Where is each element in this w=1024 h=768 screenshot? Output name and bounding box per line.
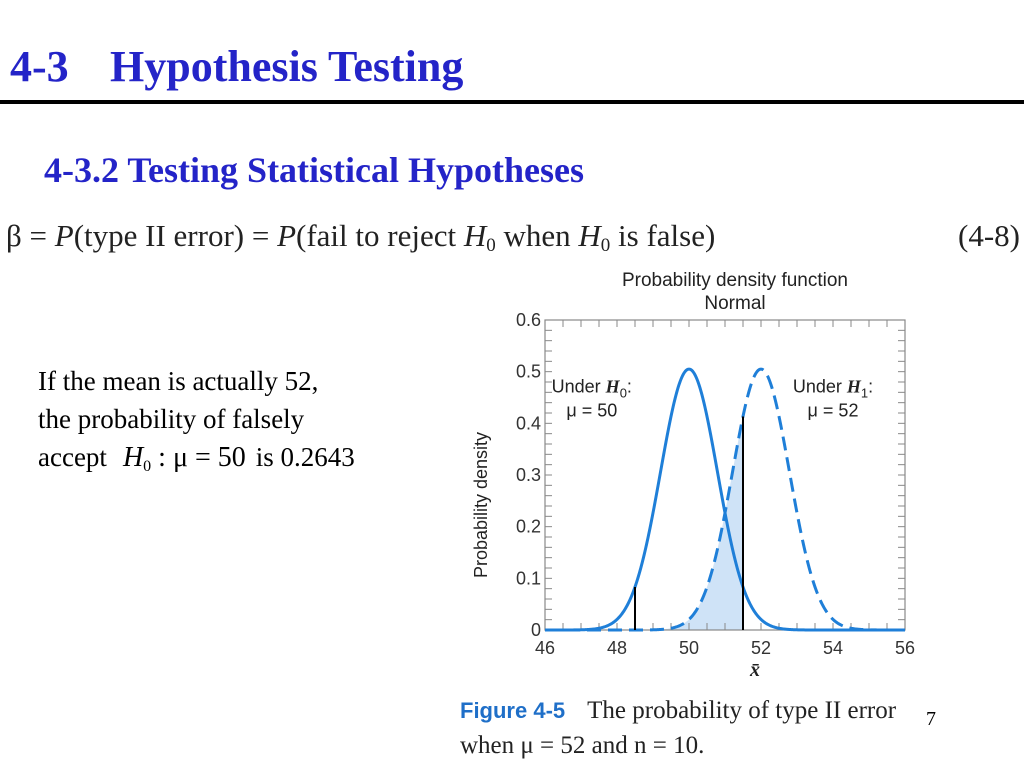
eq-text3: when xyxy=(495,218,579,253)
h1-label-line1: Under H1: xyxy=(793,377,873,401)
y-tick-label: 0.1 xyxy=(516,568,541,588)
h0-label-line2: μ = 50 xyxy=(566,401,617,421)
x-tick-label: 48 xyxy=(607,638,627,658)
title-rule xyxy=(0,100,1024,104)
y-axis-label: Probability density xyxy=(471,432,491,578)
x-tick-label: 46 xyxy=(535,638,555,658)
h0-label-line1: Under H0: xyxy=(552,377,632,401)
eq-h-b: H xyxy=(578,218,601,253)
figure-label: Figure 4-5 xyxy=(460,698,566,723)
body-line-3: accept H0 : μ = 50 is 0.2643 xyxy=(38,438,458,477)
pdf-chart: Probability density function Normal 46 48 50… xyxy=(460,262,930,682)
beta-shaded-region xyxy=(635,416,743,630)
hyp-symbol: H xyxy=(122,442,144,473)
body-line-1: If the mean is actually 52, xyxy=(38,366,319,396)
x-axis-label: x̄ xyxy=(749,659,760,681)
x-tick-label: 50 xyxy=(679,638,699,658)
y-tick-label: 0.2 xyxy=(516,517,541,537)
equation-number: (4-8) xyxy=(958,218,1020,253)
beta-symbol: β xyxy=(6,218,22,253)
body-line-2: the probability of falsely xyxy=(38,404,305,434)
y-tick-label: 0 xyxy=(531,620,541,640)
eq-h-b-sub: 0 xyxy=(600,235,611,256)
eq-text1: (type II error) = xyxy=(73,218,278,253)
y-tick-label: 0.5 xyxy=(516,362,541,382)
figure-caption: Figure 4-5 The probability of type II err… xyxy=(460,693,920,763)
eq-text2: (fail to reject xyxy=(296,218,464,253)
eq-p2: P xyxy=(277,218,297,253)
h1-label-line2: μ = 52 xyxy=(808,401,859,421)
eq-text4: is false) xyxy=(610,218,716,253)
page-number: 7 xyxy=(926,708,936,730)
chart-title: Probability density function xyxy=(622,270,848,291)
beta-equation: β = P(type II error) = P(fail to reject … xyxy=(6,216,1020,256)
eq-p1: P xyxy=(54,218,74,253)
y-tick-label: 0.3 xyxy=(516,465,541,485)
title-number: 4-3 xyxy=(10,42,69,91)
x-tick-label: 52 xyxy=(751,638,771,658)
slide-title: 4-3 Hypothesis Testing xyxy=(10,38,463,96)
null-hypothesis: H0 : μ = 50 xyxy=(123,439,246,477)
chart-subtitle: Normal xyxy=(704,293,765,314)
x-tick-label: 56 xyxy=(895,638,915,658)
body-text: If the mean is actually 52, the probabil… xyxy=(38,362,458,477)
h1-curve xyxy=(545,367,905,632)
hyp-rest: : μ = 50 xyxy=(151,442,246,473)
eq-equals: = xyxy=(21,218,55,253)
body-line-3-start: accept xyxy=(38,442,107,472)
y-tick-label: 0.6 xyxy=(516,310,541,330)
body-line-3-end: is 0.2643 xyxy=(255,442,355,472)
y-tick-label: 0.4 xyxy=(516,413,541,433)
eq-h-a: H xyxy=(463,218,487,253)
caption-text: The probability of type II error when μ … xyxy=(460,697,897,759)
eq-h-a-sub: 0 xyxy=(486,235,496,256)
title-text: Hypothesis Testing xyxy=(110,42,464,91)
hyp-sub: 0 xyxy=(143,458,152,475)
section-subtitle: 4-3.2 Testing Statistical Hypotheses xyxy=(44,150,585,190)
x-tick-label: 54 xyxy=(823,638,843,658)
